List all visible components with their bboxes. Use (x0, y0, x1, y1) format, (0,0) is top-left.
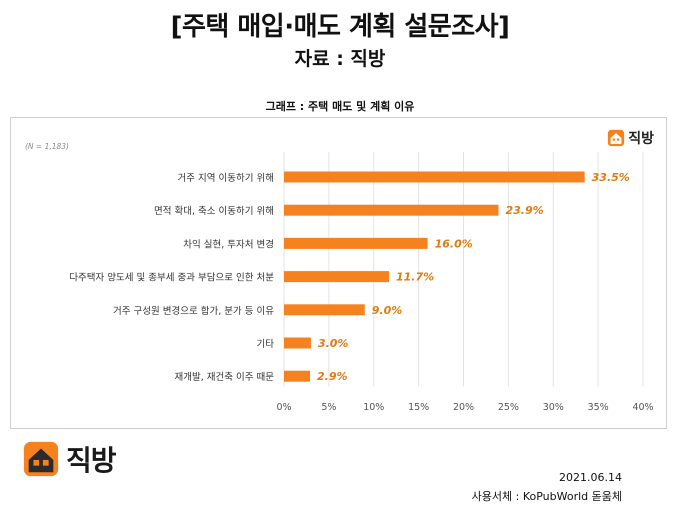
footer-brand-logo: 직방 (22, 439, 117, 479)
footer-brand-name: 직방 (66, 444, 117, 477)
bar (284, 337, 311, 349)
category-label: 면적 확대, 축소 이동하기 위해 (154, 205, 274, 217)
chart-brand-name: 직방 (628, 131, 654, 147)
bar (284, 204, 499, 216)
source-label: 자료 : 직방 (294, 48, 386, 70)
bar (284, 237, 428, 249)
data-label: 23.9% (506, 204, 544, 217)
x-tick-label: 0% (276, 402, 291, 413)
chart-brand-logo: 직방 (607, 128, 654, 148)
x-tick-label: 40% (632, 402, 653, 413)
x-tick-label: 20% (453, 402, 474, 413)
x-tick-label: 10% (363, 402, 384, 413)
category-label: 재개발, 재건축 이주 때문 (175, 372, 275, 383)
bar (284, 370, 311, 382)
data-label: 3.0% (318, 337, 349, 350)
x-tick-label: 30% (543, 402, 564, 413)
category-label: 기타 (257, 339, 275, 350)
font-credit: 사용서체 : KoPubWorld 돋움체 (471, 490, 622, 503)
chart-title: 그래프 : 주택 매도 및 계획 이유 (265, 100, 415, 113)
category-label: 거주 구성원 변경으로 합가, 분가 등 이유 (113, 305, 274, 317)
category-label: 차익 실현, 투자처 변경 (183, 238, 274, 250)
data-label: 11.7% (396, 271, 434, 284)
publish-date: 2021.06.14 (559, 471, 622, 484)
data-label: 33.5% (592, 171, 630, 184)
page-title: [주택 매입·매도 계획 설문조사] (170, 12, 510, 42)
category-label: 거주 지역 이동하기 위해 (178, 172, 274, 184)
data-label: 9.0% (372, 304, 403, 317)
house-logo-icon (608, 129, 625, 147)
house-logo-icon (23, 441, 59, 477)
sample-size-note: (N = 1,183) (25, 142, 69, 151)
bar (284, 171, 585, 183)
x-tick-label: 5% (321, 402, 336, 413)
data-label: 16.0% (435, 237, 473, 250)
x-tick-label: 25% (498, 402, 519, 413)
bar (284, 271, 390, 283)
x-tick-label: 35% (588, 402, 609, 413)
data-label: 2.9% (317, 370, 348, 383)
category-label: 다주택자 양도세 및 종부세 중과 부담으로 인한 처분 (69, 272, 274, 284)
x-tick-label: 15% (408, 402, 429, 413)
bar (284, 304, 365, 316)
